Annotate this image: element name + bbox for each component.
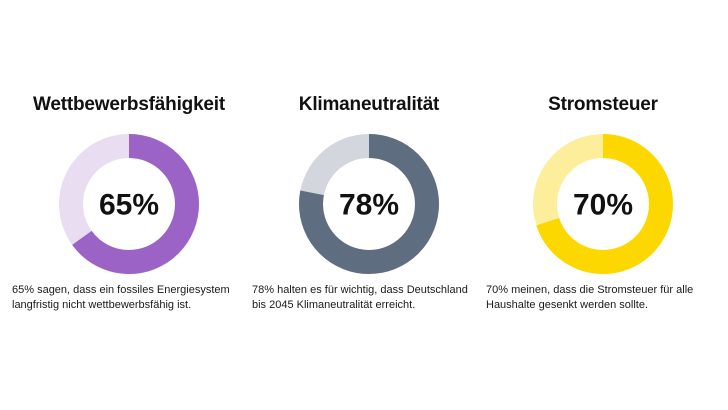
- donut-chart: 70%: [533, 134, 673, 274]
- chart-title: Klimaneutralität: [298, 94, 440, 115]
- donut-chart: 65%: [59, 134, 199, 274]
- donut-svg: 78%: [299, 134, 439, 274]
- donut-value-arc: [533, 134, 673, 274]
- donut-chart: 78%: [299, 134, 439, 274]
- chart-panel-strom: Stromsteuer 70% 70% meinen, dass die Str…: [486, 0, 720, 410]
- donut-value-arc: [299, 134, 439, 274]
- chart-caption: 65% sagen, dass ein fossiles Energiesyst…: [12, 284, 230, 311]
- chart-title: Stromsteuer: [548, 94, 658, 115]
- donut-svg: 65%: [59, 134, 199, 274]
- percent-label: 65%: [99, 189, 159, 222]
- chart-caption: 78% halten es für wichtig, dass Deutschl…: [252, 284, 468, 311]
- chart-panel-klima: Klimaneutralität 78% 78% halten es für w…: [252, 0, 486, 410]
- chart-panel-wettbewerb: Wettbewerbsfähigkeit 65% 65% sagen, dass…: [12, 0, 246, 410]
- donut-value-arc: [59, 134, 199, 274]
- chart-caption: 70% meinen, dass die Stromsteuer für all…: [486, 284, 694, 311]
- percent-label: 78%: [339, 189, 399, 222]
- donut-svg: 70%: [533, 134, 673, 274]
- percent-label: 70%: [573, 189, 633, 222]
- chart-title: Wettbewerbsfähigkeit: [32, 94, 226, 115]
